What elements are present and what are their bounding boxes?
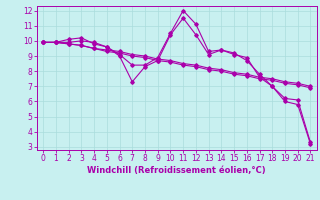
X-axis label: Windchill (Refroidissement éolien,°C): Windchill (Refroidissement éolien,°C) [87, 166, 266, 175]
